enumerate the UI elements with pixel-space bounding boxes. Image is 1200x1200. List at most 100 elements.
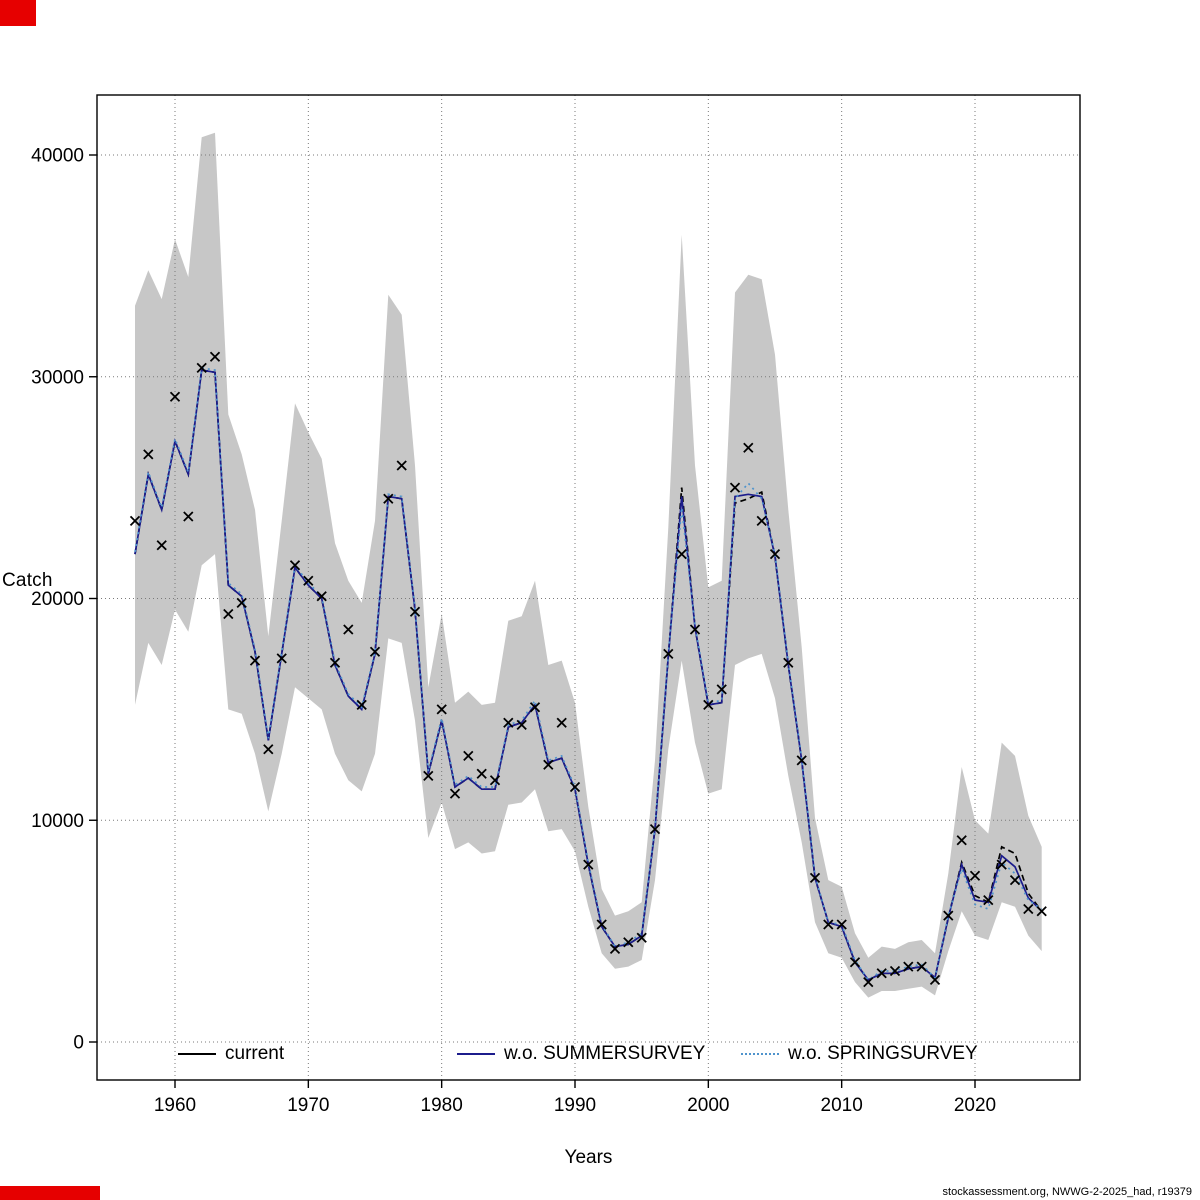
observation-marker <box>703 699 714 711</box>
x-tick-label: 1990 <box>554 1095 596 1116</box>
legend-line-sample-current <box>178 1053 216 1055</box>
observation-marker <box>756 515 767 527</box>
observation-marker <box>169 391 181 402</box>
observation-marker <box>663 648 674 660</box>
legend-item-wo-summersurvey: w.o. SUMMERSURVEY <box>457 1040 705 1068</box>
observation-marker <box>236 597 247 609</box>
observation-marker <box>569 781 581 793</box>
observation-marker <box>289 560 301 571</box>
observation-marker <box>849 957 861 968</box>
observation-marker <box>396 460 407 471</box>
legend-item-wo-springsurvey: w.o. SPRINGSURVEY <box>741 1040 978 1068</box>
observation-marker <box>836 919 847 930</box>
legend-label-current: current <box>225 1043 285 1064</box>
y-axis-title: Catch <box>2 570 53 591</box>
x-tick-label: 2010 <box>821 1095 863 1116</box>
observation-marker <box>1023 903 1034 915</box>
observation-marker <box>369 646 381 657</box>
observation-marker <box>649 823 661 835</box>
y-tick-label: 20000 <box>31 589 84 610</box>
y-tick-label: 40000 <box>31 146 84 167</box>
observation-marker <box>983 894 994 906</box>
x-axis-title: Years <box>564 1147 613 1168</box>
observation-marker <box>343 624 354 635</box>
observation-marker <box>636 932 647 943</box>
observation-marker <box>743 442 754 453</box>
observation-marker <box>143 449 154 460</box>
observation-marker <box>129 515 141 527</box>
observation-marker <box>249 655 261 666</box>
legend-item-current: current <box>178 1040 284 1068</box>
legend-label-wo-springsurvey: w.o. SPRINGSURVEY <box>788 1043 978 1064</box>
observation-marker <box>943 910 954 921</box>
legend-label-wo-summersurvey: w.o. SUMMERSURVEY <box>504 1043 706 1064</box>
observation-marker <box>769 548 781 560</box>
x-tick-label: 1960 <box>154 1095 196 1116</box>
observation-marker <box>183 511 194 522</box>
legend-line-sample-wo-springsurvey <box>741 1053 779 1055</box>
observation-marker <box>529 702 541 713</box>
observation-marker <box>729 482 741 493</box>
observation-marker <box>956 835 967 846</box>
observation-marker <box>863 976 874 988</box>
observation-marker <box>596 919 607 930</box>
observation-marker <box>929 974 941 986</box>
observation-marker <box>476 768 487 779</box>
observation-marker <box>356 699 367 711</box>
observation-marker <box>809 872 821 884</box>
observation-marker <box>903 961 914 972</box>
observation-marker <box>543 759 554 770</box>
observation-marker <box>196 362 207 374</box>
observation-marker <box>223 608 234 620</box>
observation-marker <box>609 943 621 955</box>
observation-marker <box>823 919 834 930</box>
observation-marker <box>969 870 981 881</box>
plot-border <box>96 94 1081 1081</box>
observation-marker <box>876 968 887 979</box>
x-tick-label: 2000 <box>687 1095 729 1116</box>
observation-marker <box>436 704 447 715</box>
observation-marker <box>689 624 701 635</box>
observation-marker <box>329 657 341 668</box>
legend: current w.o. SUMMERSURVEY w.o. SPRINGSUR… <box>0 1040 1200 1068</box>
observation-marker <box>263 744 274 755</box>
confidence-band <box>135 132 1042 998</box>
observation-marker <box>503 717 514 728</box>
observation-marker <box>996 859 1007 870</box>
observation-marker <box>889 965 901 977</box>
observation-marker <box>463 750 474 762</box>
observation-marker <box>1036 906 1047 917</box>
y-tick-label: 30000 <box>31 367 84 388</box>
observation-marker <box>449 788 461 799</box>
x-tick-label: 1970 <box>287 1095 329 1116</box>
observation-marker <box>676 548 687 560</box>
observation-marker <box>623 937 634 948</box>
observation-marker <box>209 351 221 362</box>
observation-marker <box>156 540 167 551</box>
observation-marker <box>1009 874 1021 886</box>
x-tick-label: 2020 <box>954 1095 996 1116</box>
redaction-marker-bottom-left <box>0 1186 100 1200</box>
observation-marker <box>916 961 927 972</box>
observation-marker <box>583 859 594 870</box>
observation-marker <box>796 755 807 766</box>
observation-marker <box>303 575 314 586</box>
observation-marker <box>383 493 394 504</box>
observation-marker <box>423 770 434 782</box>
legend-line-sample-wo-summersurvey <box>457 1053 495 1055</box>
observation-marker <box>489 775 501 786</box>
y-tick-label: 10000 <box>31 811 84 832</box>
redaction-marker-top-left <box>0 0 36 26</box>
y-tick-label: 0 <box>73 1033 84 1054</box>
observation-marker <box>276 653 287 664</box>
observation-marker <box>783 657 794 668</box>
observation-marker <box>316 591 327 602</box>
source-note: stockassessment.org, NWWG-2-2025_had, r1… <box>942 1186 1192 1198</box>
observation-marker <box>716 684 727 695</box>
x-tick-label: 1980 <box>421 1095 463 1116</box>
observation-marker <box>516 719 527 731</box>
observation-marker <box>556 717 567 728</box>
observation-marker <box>409 606 421 617</box>
